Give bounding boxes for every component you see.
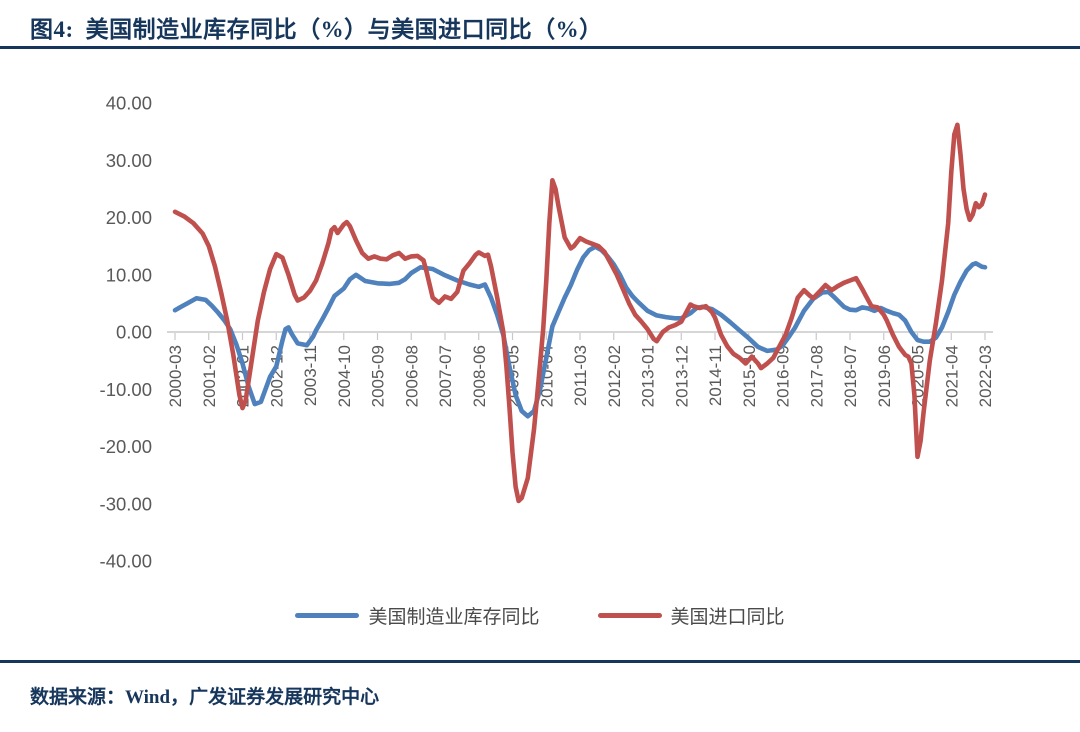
- series-line-inventory: [172, 244, 988, 419]
- footer-separator: [0, 660, 1080, 663]
- data-source-text: 数据来源：Wind，广发证券发展研究中心: [30, 687, 380, 708]
- x-axis-label: 2002-12: [267, 345, 286, 407]
- y-axis-label: -40.00: [100, 551, 152, 572]
- legend-label-inventory: 美国制造业库存同比: [368, 607, 540, 628]
- chart-legend: 美国制造业库存同比 美国进口同比: [0, 602, 1080, 629]
- x-axis-label: 2005-09: [369, 345, 388, 407]
- x-axis-label: 2022-03: [976, 345, 995, 407]
- x-axis-label: 2013-01: [639, 345, 658, 407]
- y-axis-label: -10.00: [100, 379, 152, 400]
- x-axis-label: 2008-06: [470, 345, 489, 407]
- x-axis-label: 2021-04: [942, 345, 961, 407]
- legend-label-imports: 美国进口同比: [670, 607, 785, 628]
- legend-swatch-imports: [597, 613, 662, 618]
- figure-title: 图4: 美国制造业库存同比（%）与美国进口同比（%）: [30, 10, 603, 44]
- y-axis-label: 30.00: [106, 150, 152, 171]
- x-axis-label: 2017-08: [807, 345, 826, 407]
- x-axis-label: 2013-12: [672, 345, 691, 407]
- x-axis-label: 2003-11: [301, 345, 320, 406]
- legend-swatch-inventory: [295, 613, 360, 618]
- y-axis-label: -20.00: [100, 436, 152, 457]
- figure-number: 图4:: [30, 17, 74, 42]
- x-axis-label: 2004-10: [335, 345, 354, 407]
- series-line-imports: [172, 122, 988, 504]
- y-axis-label: -30.00: [100, 493, 152, 514]
- title-separator: [0, 46, 1080, 49]
- x-axis-label: 2016-09: [774, 345, 793, 407]
- x-axis-label: 2019-06: [875, 345, 894, 407]
- y-axis-label: 40.00: [106, 93, 152, 114]
- x-axis-label: 2007-07: [436, 345, 455, 407]
- legend-item-imports: 美国进口同比: [597, 602, 785, 629]
- x-axis-label: 2018-07: [841, 345, 860, 407]
- x-axis-label: 2011-03: [571, 345, 590, 406]
- legend-item-inventory: 美国制造业库存同比: [295, 602, 540, 629]
- y-axis-label: 20.00: [106, 207, 152, 228]
- y-axis-label: 0.00: [116, 322, 152, 343]
- y-axis-label: 10.00: [106, 264, 152, 285]
- x-axis-label: 2015-10: [740, 345, 759, 407]
- x-axis-label: 2006-08: [402, 345, 421, 407]
- x-axis-label: 2000-03: [166, 345, 185, 407]
- x-axis-label: 2012-02: [605, 345, 624, 407]
- x-axis-label: 2014-11: [706, 345, 725, 406]
- x-axis-label: 2001-02: [200, 345, 219, 407]
- figure-title-text: 美国制造业库存同比（%）与美国进口同比（%）: [85, 17, 603, 42]
